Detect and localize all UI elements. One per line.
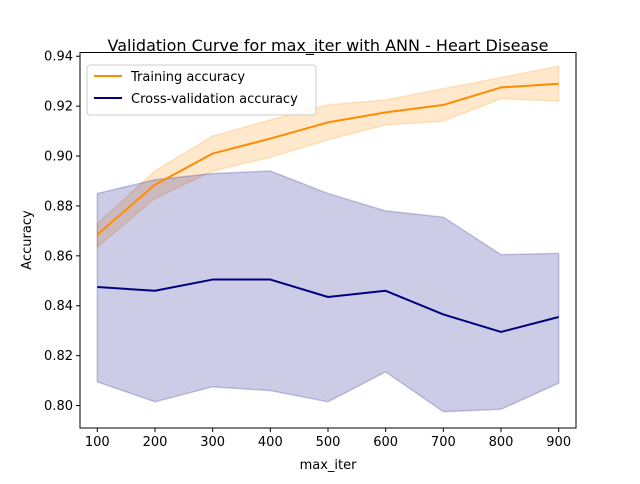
y-axis-ticks: 0.80 0.82 0.84 0.86 0.88 0.90 0.92 0.94 xyxy=(44,50,80,414)
y-tick-label: 0.94 xyxy=(44,50,73,65)
plot-area xyxy=(96,65,560,413)
training-data-point xyxy=(442,104,444,106)
y-tick-label: 0.82 xyxy=(44,349,73,364)
x-tick-label: 300 xyxy=(200,435,225,450)
x-tick-label: 700 xyxy=(431,435,456,450)
y-tick-label: 0.80 xyxy=(44,399,73,414)
legend-label-training: Training accuracy xyxy=(130,70,245,85)
training-data-point xyxy=(269,138,271,140)
cross-validation-data-point xyxy=(442,313,444,315)
training-data-point xyxy=(154,184,156,186)
x-tick-label: 500 xyxy=(316,435,341,450)
training-data-point xyxy=(96,234,98,236)
training-data-point xyxy=(500,86,502,88)
y-axis-label: Accuracy xyxy=(20,210,35,270)
cross-validation-data-point xyxy=(385,290,387,292)
training-data-point xyxy=(385,111,387,113)
x-tick-label: 800 xyxy=(489,435,514,450)
cross-validation-data-point xyxy=(96,286,98,288)
cross-validation-accuracy-line xyxy=(97,278,559,333)
training-std-band xyxy=(96,65,560,249)
legend-box xyxy=(86,64,317,116)
chart-title: Validation Curve for max_iter with ANN -… xyxy=(108,36,549,56)
y-tick-label: 0.92 xyxy=(44,100,73,115)
cross-validation-data-point xyxy=(327,296,329,298)
y-tick-label: 0.88 xyxy=(44,199,73,214)
x-tick-label: 200 xyxy=(143,435,168,450)
x-tick-label: 900 xyxy=(546,435,571,450)
cross-validation-data-point xyxy=(212,279,214,281)
cross-validation-std-band xyxy=(96,170,560,413)
x-tick-label: 400 xyxy=(258,435,283,450)
x-tick-label: 100 xyxy=(85,435,110,450)
legend-label-cross-validation: Cross-validation accuracy xyxy=(131,92,298,107)
training-data-point xyxy=(327,121,329,123)
x-axis-ticks: 100 200 300 400 500 600 700 800 900 xyxy=(85,428,571,450)
cross-validation-data-point xyxy=(500,331,502,333)
y-tick-label: 0.84 xyxy=(44,299,73,314)
legend: Training accuracy Cross-validation accur… xyxy=(86,64,317,116)
cross-validation-data-point xyxy=(558,316,560,318)
y-tick-label: 0.90 xyxy=(44,150,73,165)
y-tick-label: 0.86 xyxy=(44,249,73,264)
training-accuracy-line xyxy=(96,82,559,236)
training-data-point xyxy=(558,83,560,85)
x-axis-label: max_iter xyxy=(300,458,358,473)
cross-validation-data-point xyxy=(154,290,156,292)
cross-validation-data-point xyxy=(269,279,271,281)
x-tick-label: 600 xyxy=(373,435,398,450)
training-data-point xyxy=(212,153,214,155)
